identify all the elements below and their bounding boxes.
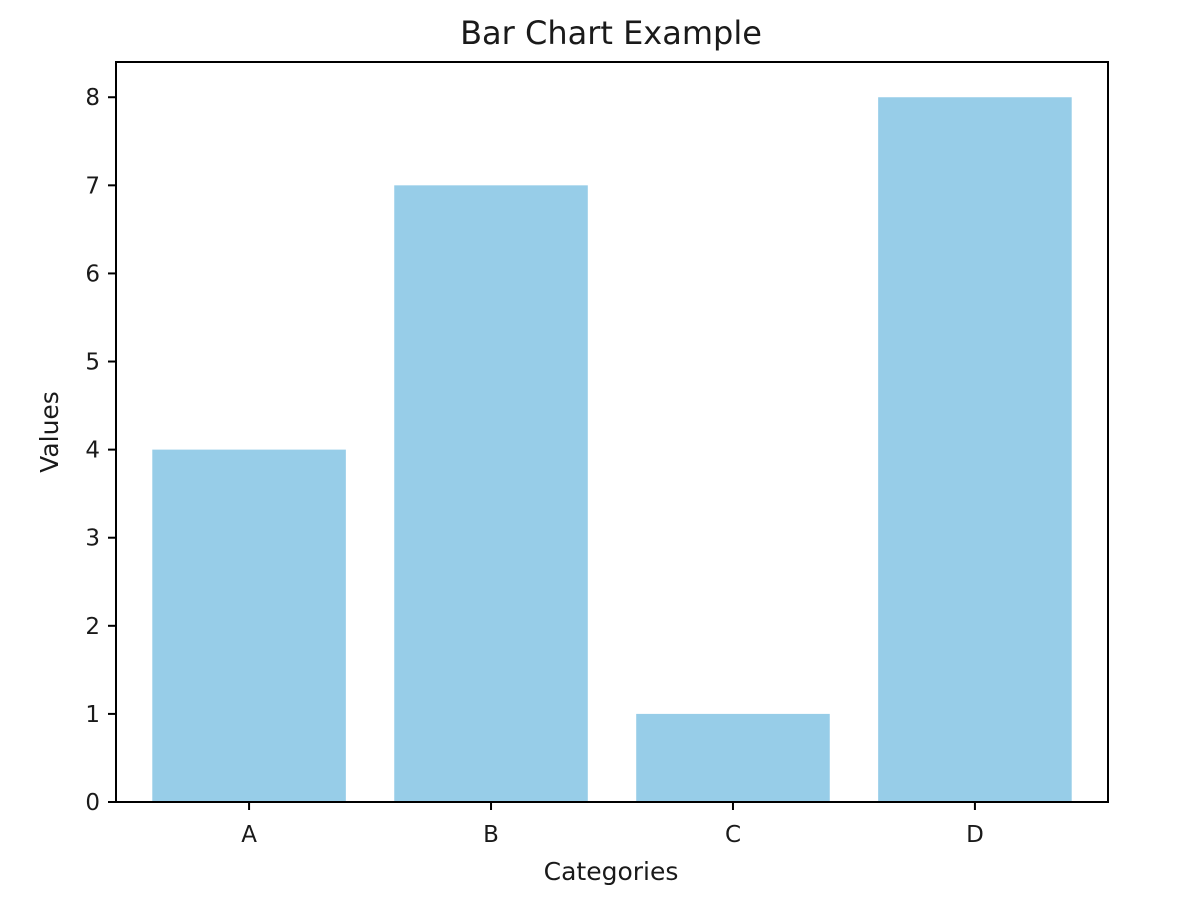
bar-d (878, 97, 1072, 803)
y-tick-label: 2 (85, 614, 100, 640)
y-tick-label: 8 (85, 85, 100, 111)
plot-frame (115, 61, 1109, 803)
y-tick-label: 5 (85, 350, 100, 376)
bar-a (152, 449, 346, 802)
x-tick-label: A (241, 822, 257, 848)
chart-title: Bar Chart Example (460, 14, 762, 52)
x-tick-label: D (966, 822, 984, 848)
y-tick-label: 1 (85, 702, 100, 728)
x-tick-label: B (483, 822, 499, 848)
y-tick-label: 6 (85, 261, 100, 287)
bar-c (636, 713, 830, 802)
bar-b (394, 185, 588, 802)
y-tick-label: 3 (85, 526, 100, 552)
x-axis-ticks: A B C D (241, 802, 984, 848)
x-axis-label: Categories (544, 857, 679, 886)
y-tick-label: 7 (85, 173, 100, 199)
x-tick-label: C (725, 822, 741, 848)
bars-group (152, 97, 1072, 803)
y-tick-label: 0 (85, 790, 100, 816)
y-axis-ticks: 0 1 2 3 4 5 6 7 8 (85, 85, 116, 816)
y-axis-label: Values (35, 391, 64, 473)
y-tick-label: 4 (85, 438, 100, 464)
